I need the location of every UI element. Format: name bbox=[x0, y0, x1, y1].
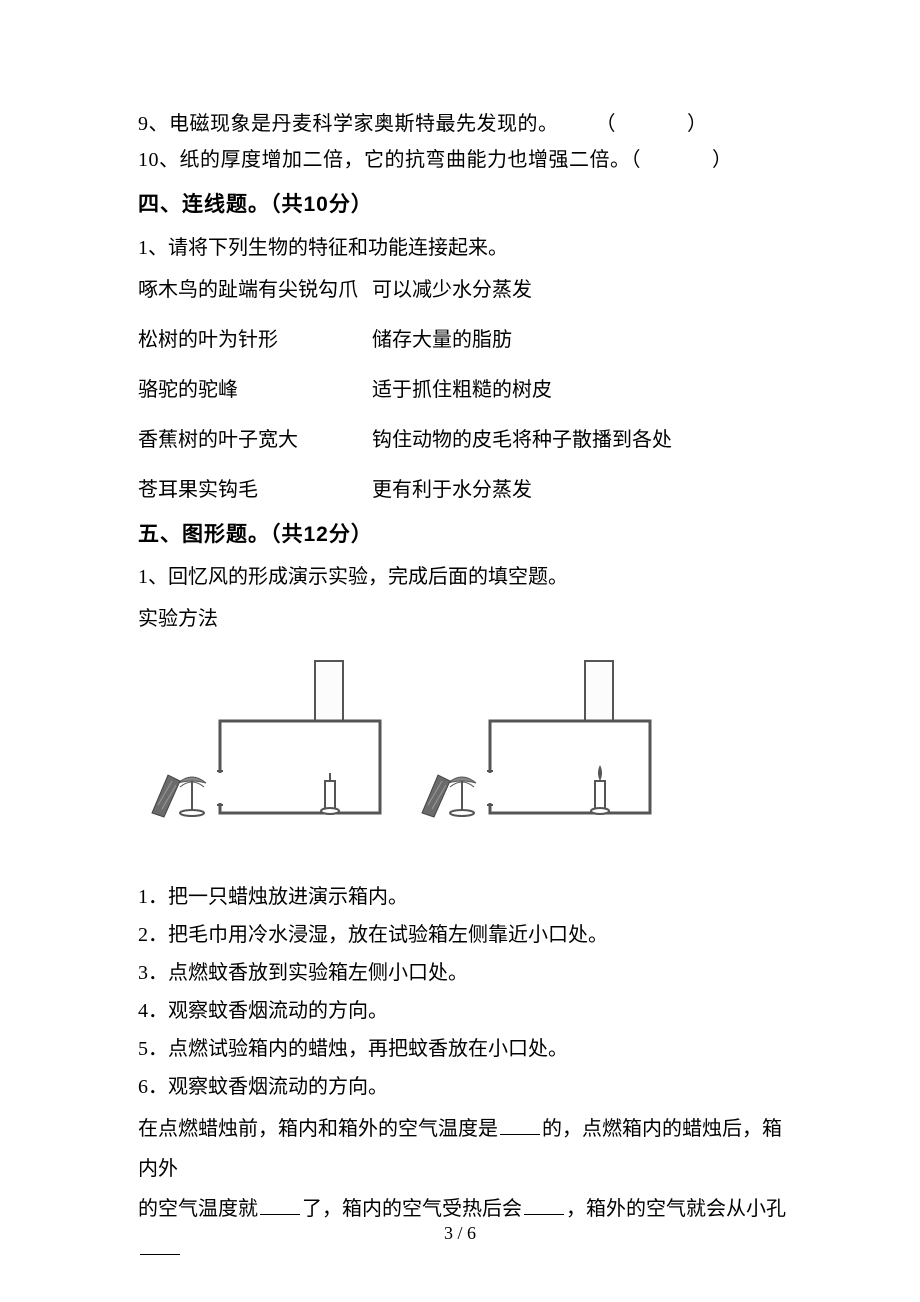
match-right: 可以减少水分蒸发 bbox=[372, 274, 795, 306]
matching-list: 啄木鸟的趾端有尖锐勾爪 可以减少水分蒸发 松树的叶为针形 储存大量的脂肪 骆驼的… bbox=[138, 274, 795, 506]
para-p1: 在点燃蜡烛前，箱内和箱外的空气温度是 bbox=[138, 1118, 498, 1140]
blank-1 bbox=[500, 1114, 540, 1135]
match-row: 香蕉树的叶子宽大 钩住动物的皮毛将种子散播到各处 bbox=[138, 424, 795, 456]
step-6: 6．观察蚊香烟流动的方向。 bbox=[138, 1071, 795, 1103]
match-row: 苍耳果实钩毛 更有利于水分蒸发 bbox=[138, 474, 795, 506]
match-left: 松树的叶为针形 bbox=[138, 324, 372, 356]
step-4: 4．观察蚊香烟流动的方向。 bbox=[138, 995, 795, 1027]
question-10: 10、纸的厚度增加二倍，它的抗弯曲能力也增强二倍。（ ） bbox=[138, 144, 795, 176]
diagram-svg bbox=[150, 653, 670, 853]
para-p3: 的空气温度就 bbox=[138, 1198, 258, 1220]
match-left: 苍耳果实钩毛 bbox=[138, 474, 372, 506]
step-3: 3．点燃蚊香放到实验箱左侧小口处。 bbox=[138, 957, 795, 989]
section-5-intro-1: 1、回忆风的形成演示实验，完成后面的填空题。 bbox=[138, 561, 795, 593]
section-4-title: 四、连线题。（共10分） bbox=[138, 188, 795, 222]
blank-3 bbox=[524, 1194, 564, 1215]
match-row: 骆驼的驼峰 适于抓住粗糙的树皮 bbox=[138, 374, 795, 406]
para-p5: ，箱外的空气就会从小孔 bbox=[566, 1198, 786, 1220]
question-10-text: 10、纸的厚度增加二倍，它的抗弯曲能力也增强二倍。（ bbox=[138, 149, 641, 171]
match-right: 适于抓住粗糙的树皮 bbox=[372, 374, 795, 406]
section-5-intro-2: 实验方法 bbox=[138, 603, 795, 635]
step-1: 1．把一只蜡烛放进演示箱内。 bbox=[138, 881, 795, 913]
match-right: 储存大量的脂肪 bbox=[372, 324, 795, 356]
paren-open: （ bbox=[596, 108, 617, 140]
match-right: 更有利于水分蒸发 bbox=[372, 474, 795, 506]
question-9: 9、电磁现象是丹麦科学家奥斯特最先发现的。 （ ） bbox=[138, 108, 795, 140]
paren-close-2: ） bbox=[712, 144, 733, 176]
step-2: 2．把毛巾用冷水浸湿，放在试验箱左侧靠近小口处。 bbox=[138, 919, 795, 951]
section-4-intro: 1、请将下列生物的特征和功能连接起来。 bbox=[138, 232, 795, 264]
page-footer: 3 / 6 bbox=[0, 1219, 920, 1248]
match-row: 松树的叶为针形 储存大量的脂肪 bbox=[138, 324, 795, 356]
step-5: 5．点燃试验箱内的蜡烛，再把蚊香放在小口处。 bbox=[138, 1033, 795, 1065]
blank-2 bbox=[260, 1194, 300, 1215]
experiment-diagram bbox=[150, 653, 795, 853]
match-row: 啄木鸟的趾端有尖锐勾爪 可以减少水分蒸发 bbox=[138, 274, 795, 306]
page: 9、电磁现象是丹麦科学家奥斯特最先发现的。 （ ） 10、纸的厚度增加二倍，它的… bbox=[0, 0, 920, 1302]
para-p4: 了，箱内的空气受热后会 bbox=[302, 1198, 522, 1220]
match-left: 骆驼的驼峰 bbox=[138, 374, 372, 406]
question-9-text: 9、电磁现象是丹麦科学家奥斯特最先发现的。 bbox=[138, 113, 559, 135]
match-left: 香蕉树的叶子宽大 bbox=[138, 424, 372, 456]
section-5-title: 五、图形题。（共12分） bbox=[138, 518, 795, 552]
match-left: 啄木鸟的趾端有尖锐勾爪 bbox=[138, 274, 372, 306]
paren-close: ） bbox=[687, 108, 708, 140]
match-right: 钩住动物的皮毛将种子散播到各处 bbox=[372, 424, 795, 456]
